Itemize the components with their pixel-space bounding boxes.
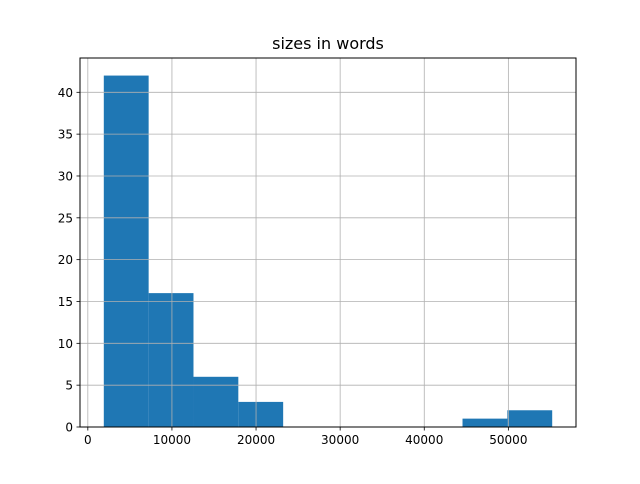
histogram-bar [507, 410, 553, 427]
y-tick-label: 25 [58, 211, 73, 225]
x-tick-label: 20000 [237, 433, 275, 447]
y-tick-label: 15 [58, 295, 73, 309]
x-tick-label: 10000 [153, 433, 191, 447]
x-tick-label: 30000 [321, 433, 359, 447]
x-tick-label: 50000 [489, 433, 527, 447]
y-tick-label: 40 [58, 86, 73, 100]
x-tick-label: 0 [84, 433, 92, 447]
y-tick-label: 0 [65, 421, 73, 435]
histogram-bar [238, 401, 284, 427]
chart-title: sizes in words [272, 34, 384, 53]
histogram-bar [148, 293, 194, 427]
y-tick-label: 5 [65, 379, 73, 393]
y-tick-label: 30 [58, 169, 73, 183]
y-tick-label: 35 [58, 128, 73, 142]
histogram-bar [462, 418, 508, 427]
x-tick-label: 40000 [405, 433, 443, 447]
y-tick-label: 20 [58, 253, 73, 267]
histogram-bar [103, 75, 149, 428]
axes-frame [79, 57, 577, 428]
histogram-bar [193, 376, 239, 427]
y-tick-label: 10 [58, 337, 73, 351]
